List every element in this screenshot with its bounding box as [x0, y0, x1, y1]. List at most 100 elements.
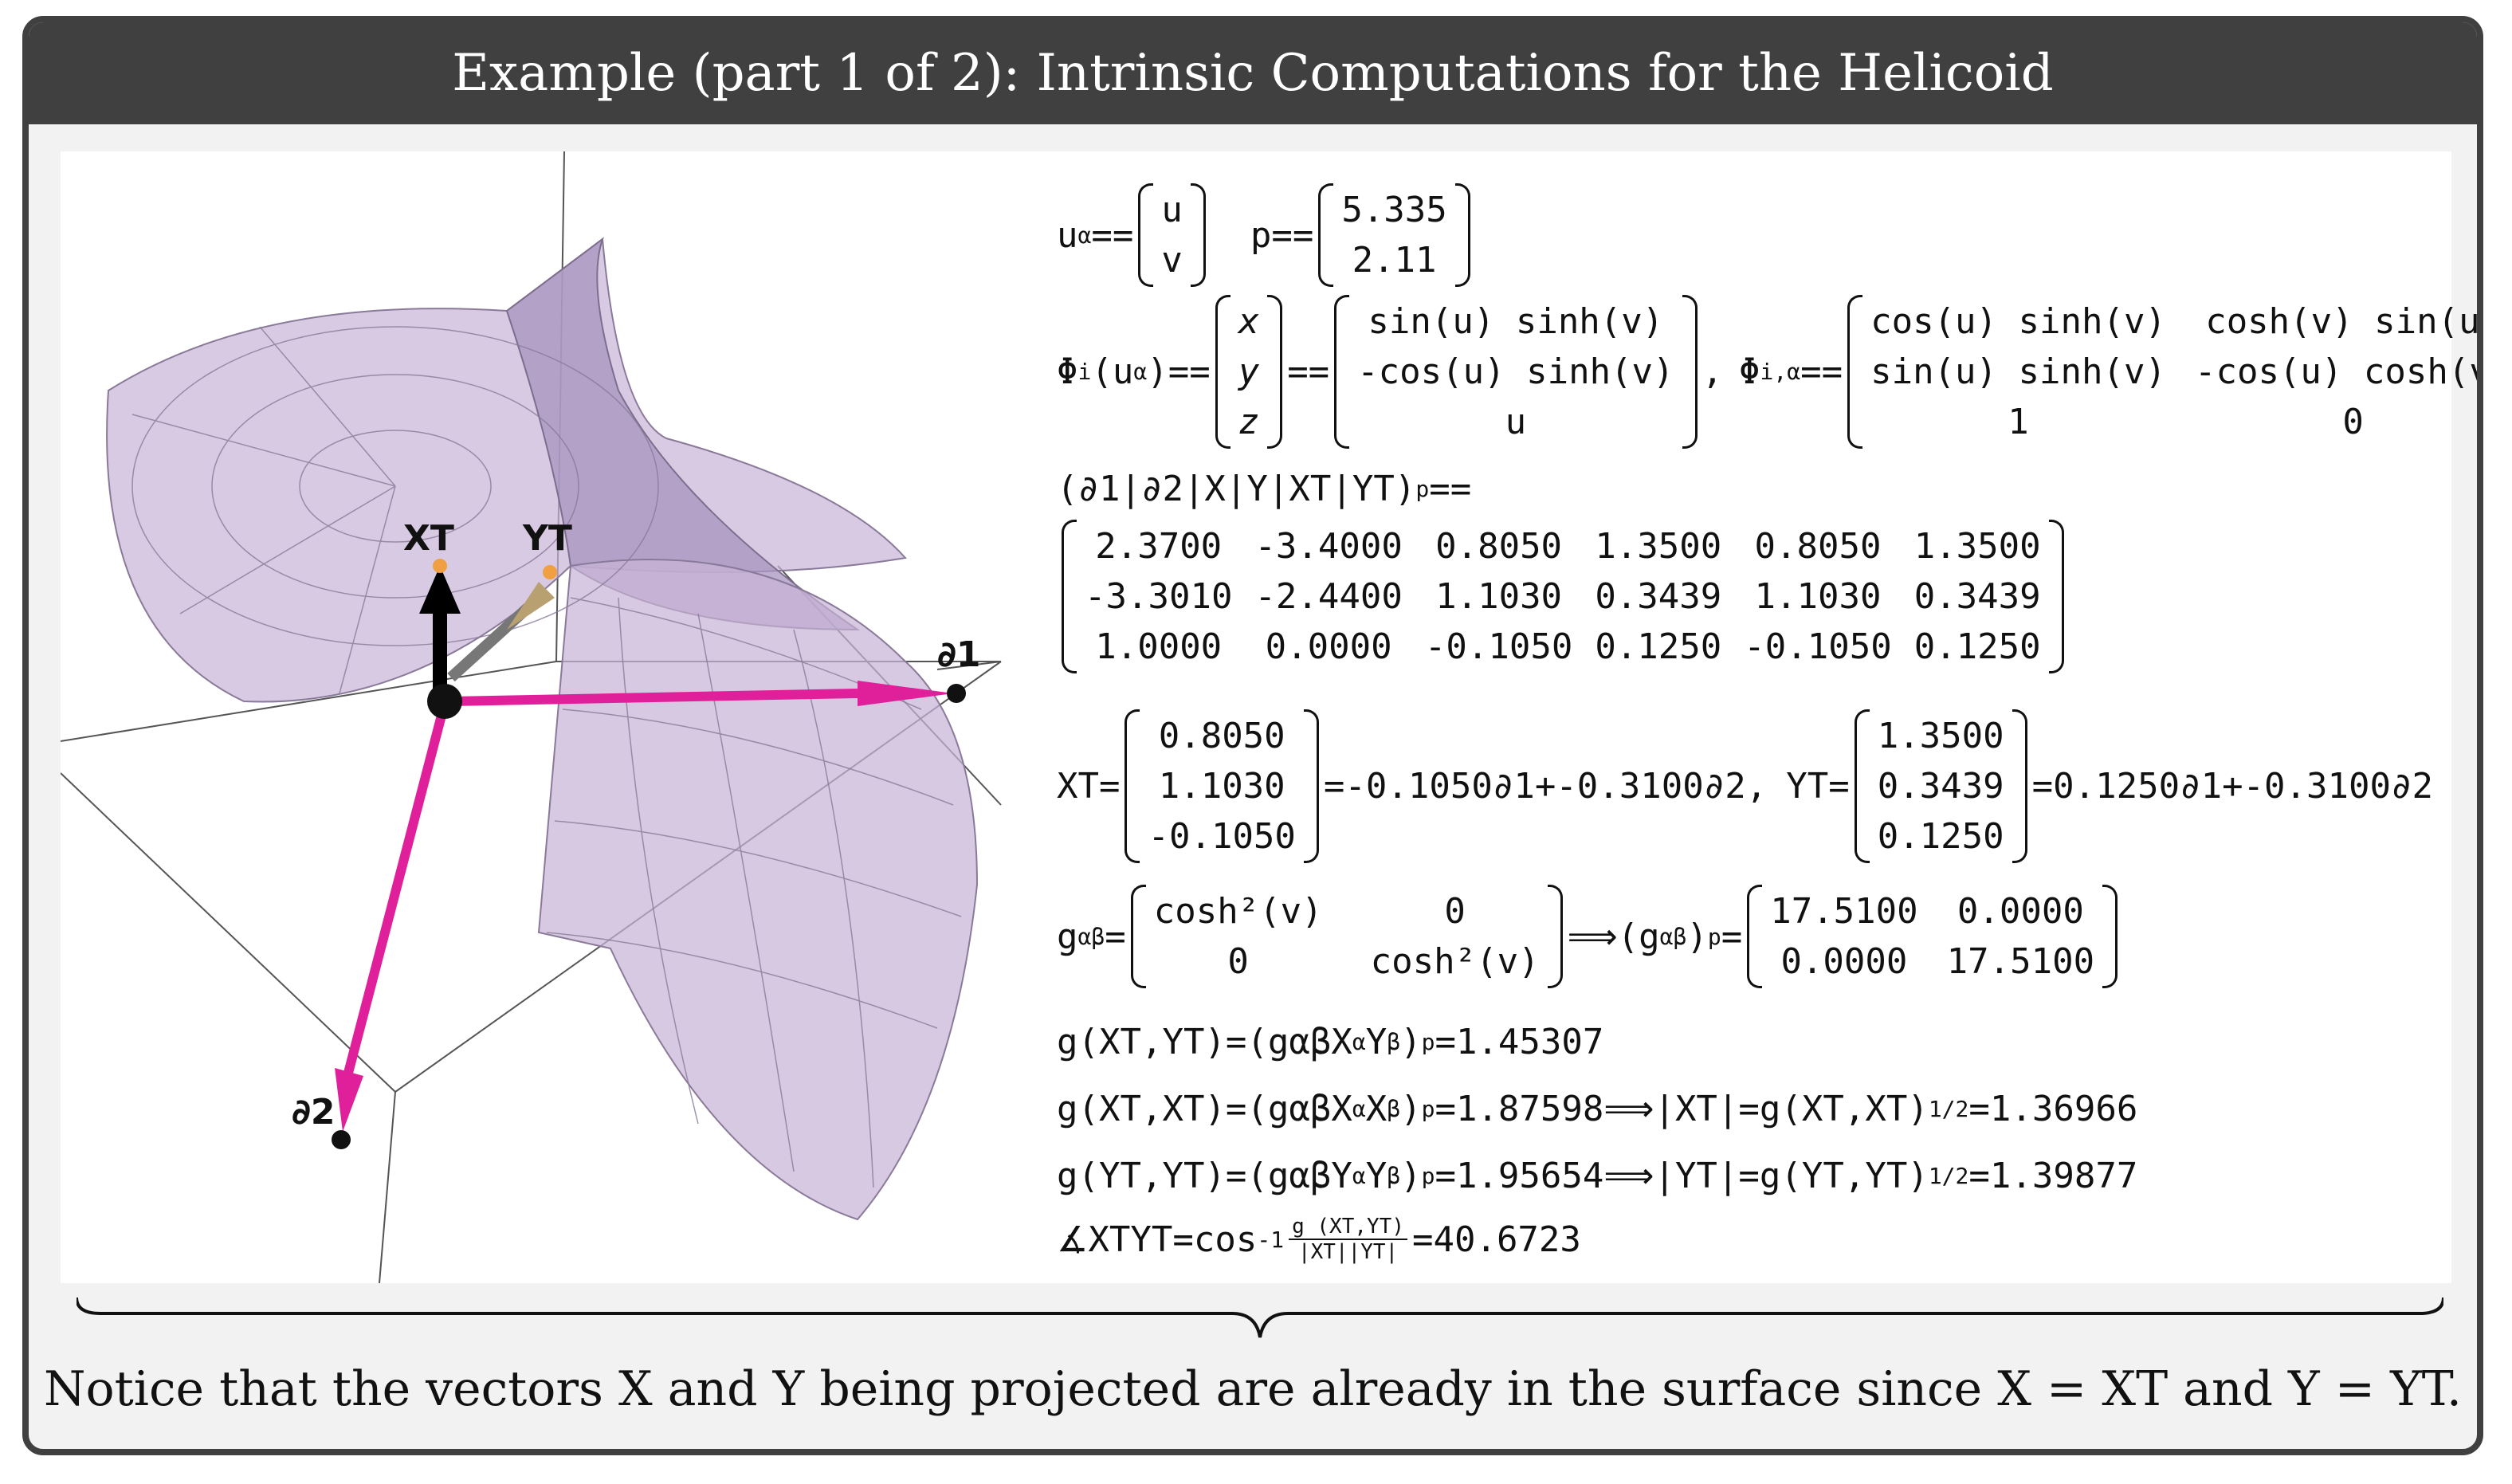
matrix-cell: 1.3500 [1877, 716, 2004, 756]
matrix-cell: u [1505, 402, 1527, 442]
g-xy-value: =1.45307 [1435, 1022, 1604, 1062]
xt-lhs: XT= [1057, 766, 1121, 807]
mesh-curve [697, 613, 795, 1172]
row-coordinates: u α == u v p == 5.335 2 [1057, 183, 1475, 287]
matrix-cell: -3.3010 [1085, 576, 1233, 617]
g-yy-text: g(YT,YT)=(gαβY [1057, 1156, 1352, 1196]
row-g-xy: g(XT,YT)=(gαβX α Y β ) p =1.45307 [1057, 1022, 1603, 1062]
box-line [379, 1091, 396, 1283]
g-yy-norm: |YT|=g(YT,YT) [1654, 1156, 1929, 1196]
phi-deriv-eq: == [1800, 351, 1843, 392]
matrix-cell: sin(u) sinh(v) [1368, 301, 1664, 342]
matrix-cell: -3.4000 [1254, 526, 1403, 567]
matrix-cell: 17.5100 [1946, 941, 2095, 982]
matrix-cell: 0.3439 [1877, 766, 2004, 807]
g-xy-mid: Y [1365, 1022, 1387, 1062]
g-xx-text: g(XT,XT)=(gαβX [1057, 1089, 1352, 1129]
surface-upper-sheet [106, 238, 907, 703]
box-line [61, 772, 396, 1093]
matrix-cell: x [1238, 301, 1260, 342]
d1-tip [947, 684, 966, 703]
caption: Notice that the vectors X and Y being pr… [44, 1361, 2462, 1417]
u-alpha-eq: == [1091, 214, 1134, 256]
xt-tip [433, 559, 447, 573]
mesh-ray [339, 485, 396, 694]
mesh-ray [131, 414, 396, 487]
metric-eq: = [1105, 916, 1126, 957]
matrix-cell: z [1238, 402, 1260, 442]
g-xy-sub: p [1421, 1029, 1435, 1055]
matrix-cell: v [1161, 240, 1183, 281]
d2-tip [332, 1130, 351, 1149]
basis-matrix: 2.3700 -3.4000 0.8050 1.3500 0.8050 1.35… [1062, 520, 2064, 673]
matrix-cell: 0.3439 [1913, 576, 2041, 617]
d2-arrow-head [335, 1068, 363, 1132]
row-parametrization: Φ i (u α ) == x y z == [1057, 295, 2483, 449]
metric-rhs-eq: = [1721, 916, 1743, 957]
row-g-xx: g(XT,XT)=(gαβX α X β ) p =1.87598 ⟹ |XT|… [1057, 1089, 2137, 1129]
mesh-curve [554, 820, 962, 917]
example-box: Example (part 1 of 2): Intrinsic Computa… [22, 16, 2483, 1455]
g-xy-sup1: α [1352, 1029, 1366, 1055]
matrix-cell: 0.3439 [1595, 576, 1722, 617]
angle-value: =40.6723 [1411, 1219, 1581, 1260]
matrix-cell: cos(u) sinh(v) [1870, 301, 2166, 342]
matrix-cell: y [1238, 351, 1260, 392]
g-yy-pow: 1/2 [1928, 1163, 1969, 1189]
matrix-cell: 2.11 [1352, 240, 1437, 281]
g-xx-pow: 1/2 [1928, 1096, 1969, 1122]
mesh-ray [259, 326, 396, 487]
phi-deriv-sup: i [1760, 359, 1774, 385]
g-yy-close: ) [1400, 1156, 1422, 1196]
metric-symbol: g [1057, 916, 1078, 957]
matrix-cell: -0.1050 [1424, 626, 1573, 667]
g-yy-sup2: β [1387, 1163, 1401, 1189]
d2-arrow-shaft [343, 708, 448, 1078]
matrix-cell: cosh²(v) [1153, 891, 1323, 932]
computation-block: u α == u v p == 5.335 2 [1041, 151, 2477, 1283]
matrix-cell: 17.5100 [1770, 891, 1918, 932]
metric-rhs-sub: αβ [1659, 923, 1687, 950]
matrix-cell: cosh²(v) [1370, 941, 1540, 982]
matrix-cell: -2.4400 [1254, 576, 1403, 617]
matrix-cell: -0.1050 [1148, 816, 1296, 857]
row-basis-matrix: 2.3700 -3.4000 0.8050 1.3500 0.8050 1.35… [1057, 520, 2069, 673]
u-alpha-symbol: u [1057, 214, 1078, 256]
xt-label: XT [403, 518, 454, 559]
phi-arg-sup: α [1133, 359, 1148, 385]
xt-arrow-head [419, 566, 461, 614]
g-xx-norm-value: =1.36966 [1968, 1089, 2138, 1129]
row-basis-label: (∂1|∂2|X|Y|XT|YT) p == [1057, 469, 1471, 509]
phi-deriv-symbol: Φ [1739, 351, 1760, 392]
g-xx-sup1: α [1352, 1096, 1366, 1122]
phi-symbol: Φ [1057, 351, 1078, 392]
matrix-cell: 0.1250 [1913, 626, 2041, 667]
phi-sup: i [1077, 359, 1092, 385]
row-g-yy: g(YT,YT)=(gαβY α Y β ) p =1.95654 ⟹ |YT|… [1057, 1156, 2137, 1196]
matrix-cell: 0.8050 [1435, 526, 1563, 567]
u-alpha-matrix: u v [1138, 183, 1206, 287]
matrix-cell: 1 [2008, 402, 2029, 442]
phi-arg: (u [1091, 351, 1134, 392]
matrix-cell: 0.1250 [1595, 626, 1722, 667]
g-xy-close: ) [1400, 1022, 1422, 1062]
d1-arrow-head [858, 681, 953, 706]
example-title: Example (part 1 of 2): Intrinsic Computa… [29, 22, 2477, 124]
d1-arrow-shaft [450, 689, 858, 706]
mesh-ray [179, 485, 396, 614]
box-line [936, 661, 1002, 670]
matrix-cell: 1.3500 [1595, 526, 1722, 567]
matrix-cell: 2.3700 [1095, 526, 1223, 567]
matrix-cell: -0.1050 [1744, 626, 1892, 667]
mesh-ring [131, 326, 659, 646]
matrix-cell: -cos(u) cosh(v) [2194, 351, 2483, 392]
g-yy-value: =1.95654 [1435, 1156, 1604, 1196]
phi-eq2: == [1287, 351, 1330, 392]
matrix-cell: 1.0000 [1095, 626, 1223, 667]
matrix-cell: 0 [1444, 891, 1466, 932]
content-panel: XT YT ∂1 ∂2 u α == u v [61, 151, 2477, 1283]
metric-rhs-symbol: (g [1617, 916, 1660, 957]
matrix-cell: 1.1030 [1435, 576, 1563, 617]
g-yy-sup1: α [1352, 1163, 1366, 1189]
basis-eq: == [1429, 469, 1472, 509]
